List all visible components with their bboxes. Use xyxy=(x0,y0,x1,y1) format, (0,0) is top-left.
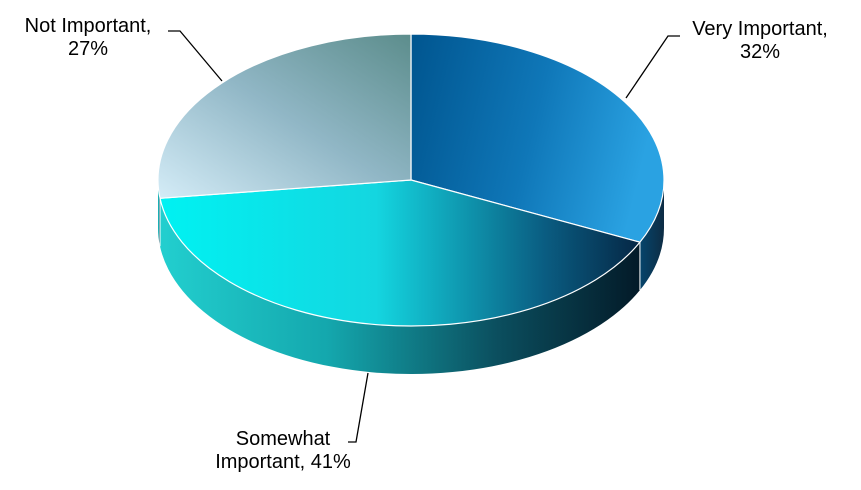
slice-label-very-important: Very Important, 32% xyxy=(692,18,828,63)
leader-lines xyxy=(168,30,680,443)
leader-line-not-important xyxy=(168,30,223,82)
slice-somewhat-important xyxy=(159,179,641,327)
slice-very-important xyxy=(410,33,665,243)
leader-line-very-important xyxy=(625,35,680,99)
slice-label-not-important: Not Important, 27% xyxy=(25,15,152,60)
leader-line-somewhat-important xyxy=(348,372,369,443)
slice-side-very-important xyxy=(639,180,664,291)
slice-side-somewhat-important xyxy=(159,198,640,375)
slice-not-important xyxy=(157,33,412,199)
pie-top xyxy=(157,33,665,327)
slice-label-somewhat-important: Somewhat Important, 41% xyxy=(215,428,351,473)
slice-labels: Very Important, 32% Somewhat Important, 41%… xyxy=(25,15,828,473)
